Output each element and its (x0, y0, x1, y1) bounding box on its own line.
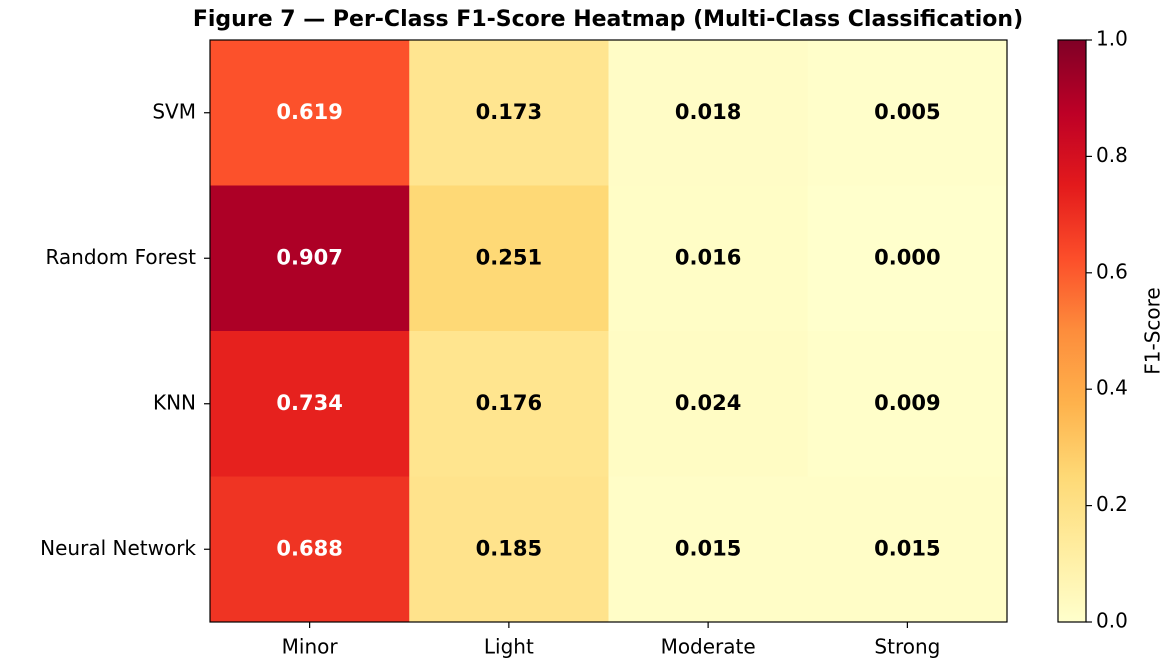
heatmap-cell (608, 476, 809, 623)
heatmap-cell (210, 331, 410, 477)
cell-value-label: 0.015 (874, 536, 940, 560)
colorbar-tick-label: 0.8 (1096, 143, 1128, 167)
cell-value-label: 0.251 (476, 245, 542, 269)
colorbar (1057, 39, 1087, 623)
heatmap-cell (807, 476, 1008, 623)
plot-frame (209, 39, 1008, 623)
colorbar-tick-label: 0.4 (1096, 376, 1128, 400)
colorbar-tick-label: 0.0 (1096, 609, 1128, 633)
heatmap-cell (608, 331, 809, 477)
colorbar-tick-label: 1.0 (1096, 27, 1128, 51)
heatmap-cell (608, 185, 809, 332)
y-tick-label: KNN (153, 390, 196, 414)
x-tick-label: Light (484, 635, 534, 659)
chart-title: Figure 7 — Per-Class F1-Score Heatmap (M… (193, 7, 1023, 32)
heatmap-cell (608, 40, 809, 186)
cell-value-label: 0.907 (276, 245, 342, 269)
cell-value-label: 0.185 (476, 536, 542, 560)
cell-value-label: 0.009 (874, 391, 940, 415)
heatmap-cell (210, 40, 410, 186)
cell-value-label: 0.000 (874, 245, 940, 269)
cell-value-label: 0.619 (276, 100, 342, 124)
x-tick-label: Minor (282, 635, 339, 659)
heatmap-cell (409, 476, 609, 623)
cell-value-label: 0.016 (675, 245, 741, 269)
x-tick-label: Strong (874, 635, 940, 659)
colorbar-label: F1-Score (1141, 287, 1165, 374)
heatmap-cell (210, 476, 410, 623)
cell-value-label: 0.173 (476, 100, 542, 124)
cell-value-label: 0.018 (675, 100, 741, 124)
heatmap-cell (807, 40, 1008, 186)
cell-value-label: 0.734 (276, 391, 342, 415)
y-tick-label: Random Forest (45, 245, 196, 269)
heatmap-cell (807, 331, 1008, 477)
cell-value-label: 0.015 (675, 536, 741, 560)
cell-value-label: 0.024 (675, 391, 741, 415)
cell-value-label: 0.005 (874, 100, 940, 124)
y-tick-label: SVM (152, 99, 196, 123)
x-tick-label: Moderate (661, 635, 756, 659)
colorbar-tick-label: 0.2 (1096, 492, 1128, 516)
heatmap-cell (807, 185, 1008, 332)
heatmap-cell (409, 331, 609, 477)
heatmap-cell (409, 185, 609, 332)
heatmap-cell (409, 40, 609, 186)
heatmap-cell (210, 185, 410, 332)
colorbar-tick-label: 0.6 (1096, 259, 1128, 283)
cell-value-label: 0.688 (276, 536, 342, 560)
cell-value-label: 0.176 (476, 391, 542, 415)
y-tick-label: Neural Network (40, 536, 196, 560)
